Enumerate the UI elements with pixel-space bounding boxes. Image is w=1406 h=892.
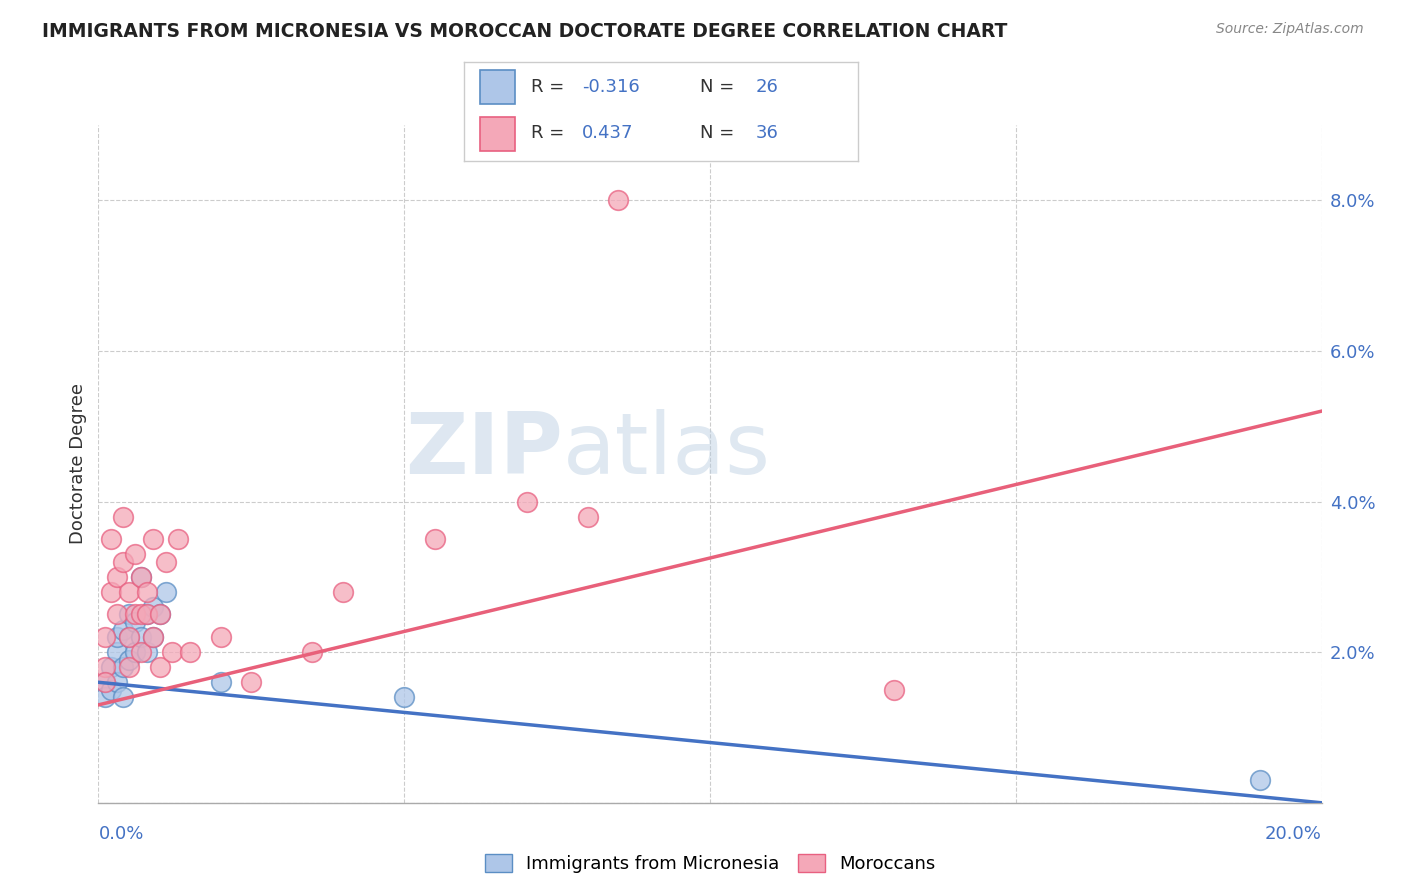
Point: [516, 494, 538, 508]
Text: Source: ZipAtlas.com: Source: ZipAtlas.com: [1216, 22, 1364, 37]
Point: [111, 509, 134, 524]
Point: [392, 690, 416, 705]
Point: [111, 690, 134, 705]
Text: atlas: atlas: [564, 409, 772, 491]
Point: [93, 630, 115, 644]
Text: ZIP: ZIP: [405, 409, 564, 491]
Text: 20.0%: 20.0%: [1265, 825, 1322, 843]
Point: [160, 645, 183, 659]
Point: [129, 570, 152, 584]
Point: [129, 645, 152, 659]
Point: [883, 682, 905, 697]
Point: [118, 653, 141, 667]
Point: [100, 682, 122, 697]
Text: IMMIGRANTS FROM MICRONESIA VS MOROCCAN DOCTORATE DEGREE CORRELATION CHART: IMMIGRANTS FROM MICRONESIA VS MOROCCAN D…: [42, 22, 1008, 41]
Point: [118, 630, 141, 644]
Point: [209, 630, 232, 644]
Y-axis label: Doctorate Degree: Doctorate Degree: [69, 384, 87, 544]
Point: [423, 532, 446, 546]
Point: [576, 509, 599, 524]
Point: [93, 660, 115, 674]
Text: -0.316: -0.316: [582, 78, 640, 96]
Text: N =: N =: [700, 78, 740, 96]
Point: [129, 570, 152, 584]
Text: 0.437: 0.437: [582, 124, 634, 142]
Point: [155, 585, 177, 599]
Point: [111, 660, 134, 674]
Point: [100, 532, 122, 546]
Point: [149, 660, 172, 674]
Point: [124, 547, 146, 561]
Point: [105, 607, 128, 622]
Point: [111, 623, 134, 637]
Point: [1249, 773, 1271, 788]
Point: [142, 630, 165, 644]
Point: [105, 675, 128, 690]
Point: [136, 607, 159, 622]
Point: [142, 599, 165, 614]
Point: [129, 630, 152, 644]
Point: [142, 532, 165, 546]
Point: [93, 690, 115, 705]
Point: [111, 555, 134, 569]
Point: [136, 645, 159, 659]
Point: [124, 607, 146, 622]
Point: [105, 630, 128, 644]
Point: [149, 607, 172, 622]
FancyBboxPatch shape: [479, 118, 515, 151]
Legend: Immigrants from Micronesia, Moroccans: Immigrants from Micronesia, Moroccans: [475, 845, 945, 882]
Point: [93, 675, 115, 690]
Text: N =: N =: [700, 124, 740, 142]
Point: [100, 585, 122, 599]
Point: [136, 585, 159, 599]
Point: [93, 675, 115, 690]
Point: [118, 630, 141, 644]
Point: [142, 630, 165, 644]
Point: [155, 555, 177, 569]
Point: [149, 607, 172, 622]
Point: [240, 675, 263, 690]
Point: [607, 193, 630, 207]
Point: [136, 607, 159, 622]
Point: [105, 570, 128, 584]
Text: R =: R =: [531, 124, 569, 142]
Point: [129, 607, 152, 622]
FancyBboxPatch shape: [479, 70, 515, 103]
Point: [332, 585, 354, 599]
Point: [118, 585, 141, 599]
Text: 0.0%: 0.0%: [98, 825, 143, 843]
Point: [179, 645, 201, 659]
Point: [100, 660, 122, 674]
Point: [167, 532, 190, 546]
Point: [105, 645, 128, 659]
Text: R =: R =: [531, 78, 569, 96]
Point: [301, 645, 323, 659]
Point: [118, 607, 141, 622]
Point: [124, 645, 146, 659]
Text: 26: 26: [755, 78, 778, 96]
Text: 36: 36: [755, 124, 778, 142]
Point: [209, 675, 232, 690]
Point: [118, 660, 141, 674]
Point: [124, 615, 146, 629]
